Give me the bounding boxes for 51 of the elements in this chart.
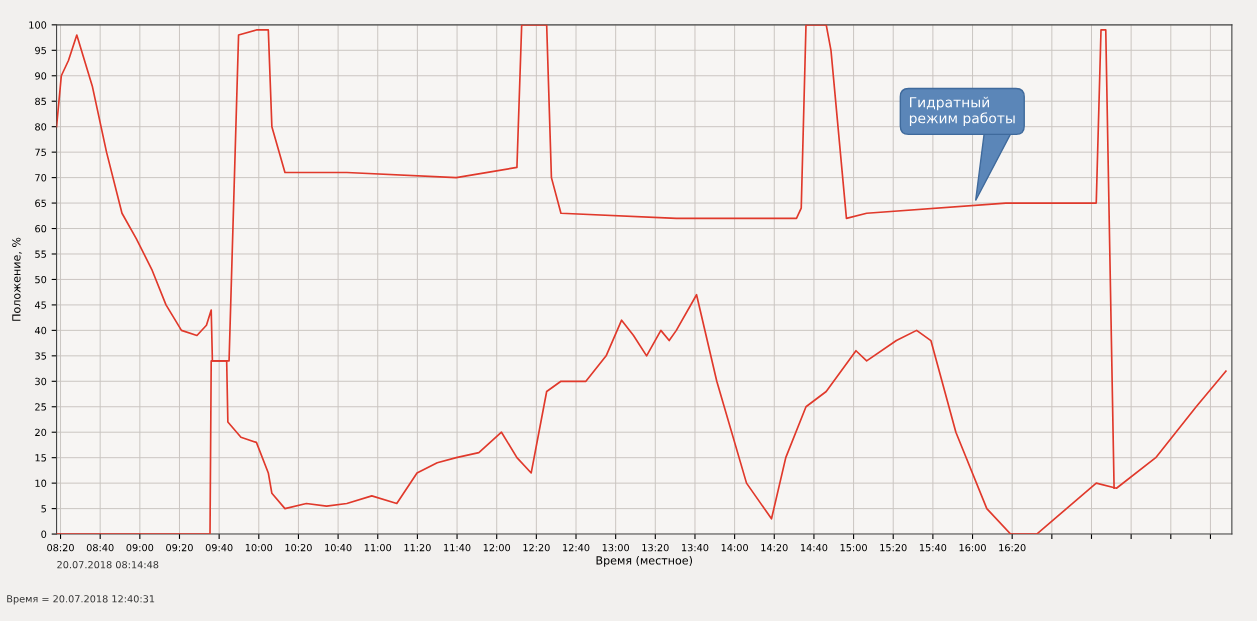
x-tick-label: 15:00 [840, 543, 867, 552]
x-tick-label: 12:20 [523, 543, 550, 552]
x-tick-label: 13:00 [602, 543, 630, 552]
y-tick-label: 40 [34, 326, 47, 335]
y-tick-label: 50 [35, 275, 47, 284]
x-tick-label: 13:40 [682, 543, 709, 552]
x-tick-label: 15:40 [919, 543, 947, 552]
x-tick-label: 11:00 [364, 543, 392, 552]
x-tick-label: 14:40 [800, 543, 828, 552]
y-tick-label: 80 [35, 123, 47, 131]
annotation: Гидратный режим работы [909, 96, 1015, 127]
x-tick-label: 16:20 [999, 543, 1026, 552]
y-tick-label: 90 [35, 72, 47, 80]
y-tick-label: 5 [41, 505, 46, 513]
x-axis-title: Время (местное) [596, 555, 692, 567]
text: Время = 20.07.2018 12:40:31 [7, 595, 155, 605]
y-tick-label: 95 [35, 46, 46, 55]
x-tick-label: 09:00 [126, 543, 154, 552]
x-tick-label: 12:00 [483, 543, 511, 552]
x-tick-label: 08:40 [86, 543, 114, 552]
y-tick-label: 35 [35, 352, 46, 360]
y-tick-label: 60 [35, 225, 47, 233]
y-tick-label: 20 [35, 428, 47, 437]
y-tick-label: 55 [35, 250, 46, 258]
y-tick-label: 0 [41, 530, 47, 538]
x-tick-label: 11:20 [404, 543, 431, 552]
y-tick-label: 25 [35, 403, 46, 411]
x-tick-label: 14:20 [761, 543, 788, 552]
y-tick-label: 45 [34, 301, 46, 309]
x-tick-label: 12:40 [563, 543, 590, 552]
x-tick-label: 08:20 [47, 543, 74, 552]
y-tick-label: 30 [35, 377, 47, 386]
x-tick-label: 11:40 [444, 543, 471, 552]
x-tick-label: 16:00 [959, 543, 986, 552]
x-tick-label: 10:40 [325, 543, 352, 552]
x-tick-label: 10:00 [245, 543, 273, 552]
x-tick-label: 10:20 [285, 543, 312, 552]
y-axis-title: Положение, % [12, 237, 22, 321]
y-tick-label: 10 [35, 479, 47, 487]
y-tick-label: 85 [35, 97, 46, 106]
text: 20.07.2018 08:14:48 [57, 561, 159, 569]
y-tick-label: 65 [35, 199, 46, 207]
y-tick-label: 75 [35, 148, 46, 156]
y-tick-label: 15 [35, 454, 46, 462]
x-tick-label: 14:00 [721, 543, 748, 552]
x-tick-label: 09:40 [205, 543, 233, 552]
x-tick-label: 09:20 [166, 543, 193, 552]
y-tick-label: 100 [29, 21, 47, 29]
x-tick-label: 13:20 [642, 543, 669, 552]
x-tick-label: 15:20 [880, 543, 907, 552]
y-tick-label: 70 [35, 174, 47, 182]
